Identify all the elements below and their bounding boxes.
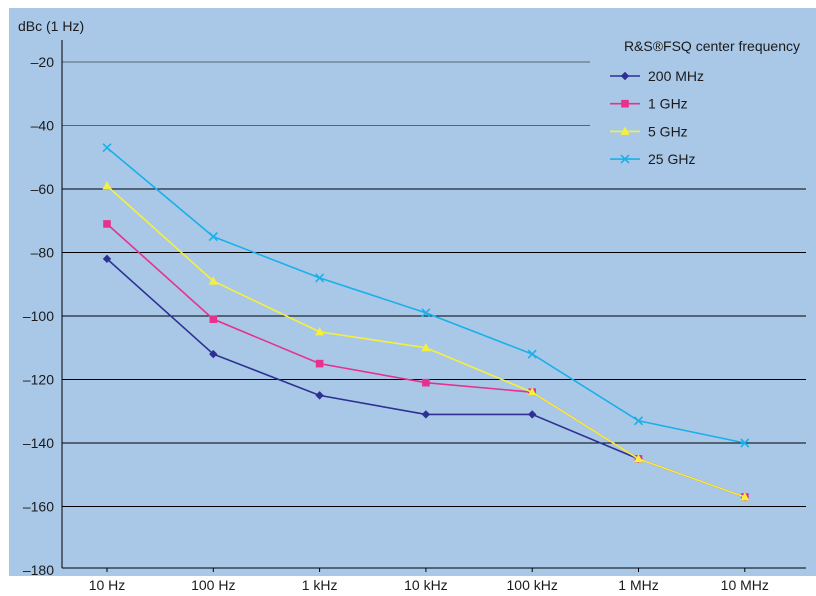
y-tick-label: –40: [31, 118, 55, 134]
data-point-5-ghz: [634, 454, 643, 463]
x-marker-stroke: [740, 438, 750, 448]
legend-label: 200 MHz: [648, 68, 704, 84]
y-tick-label: –140: [23, 435, 54, 451]
data-point-5-ghz: [208, 276, 218, 285]
legend-marker: [620, 71, 630, 81]
legend-title: R&S®FSQ center frequency: [624, 38, 800, 54]
data-point-5-ghz: [527, 387, 537, 396]
data-point-5-ghz: [315, 327, 325, 336]
data-point-25-ghz: [421, 308, 431, 318]
x-marker-stroke: [208, 232, 218, 242]
x-marker-stroke: [421, 308, 431, 318]
data-point-25-ghz: [527, 349, 537, 359]
data-point-200-mhz: [528, 410, 537, 419]
data-point-1-ghz: [422, 378, 430, 387]
y-tick-label: –160: [23, 499, 54, 515]
data-point-200-mhz: [209, 349, 218, 359]
data-point-1-ghz: [209, 315, 218, 323]
legend-item-200-mhz: 200 MHz: [610, 68, 704, 84]
x-tick-label: 1 kHz: [302, 577, 338, 593]
legend-label: 25 GHz: [648, 151, 695, 167]
data-point-200-mhz: [421, 410, 431, 419]
legend-item-1-ghz: 1 GHz: [610, 96, 688, 112]
y-axis-label: dBc (1 Hz): [18, 18, 84, 34]
data-point-200-mhz: [315, 391, 324, 400]
data-point-5-ghz: [421, 342, 431, 352]
legend-item-5-ghz: 5 GHz: [610, 123, 688, 139]
axes: –20 –40 –60 –80 –100 –120 –140 –160 –180 10 Hz 100…: [23, 40, 806, 593]
data-point-25-ghz: [633, 416, 644, 426]
data-point-25-ghz: [740, 438, 750, 448]
y-tick-label: –120: [23, 372, 54, 388]
data-point-25-ghz: [315, 273, 325, 283]
data-point-25-ghz: [208, 232, 218, 242]
series-25-ghz: [102, 143, 750, 448]
data-point-5-ghz: [102, 181, 112, 190]
legend-marker: [620, 154, 630, 164]
x-marker-stroke: [527, 349, 537, 359]
data-point-25-ghz: [102, 143, 112, 153]
y-tick-label: –100: [23, 308, 54, 324]
legend: R&S®FSQ center frequency 200 MHz 1 GHz 5 G…: [610, 38, 800, 167]
data-point-5-ghz: [740, 492, 750, 501]
plot-background: [9, 8, 816, 576]
data-point-1-ghz: [315, 359, 324, 368]
legend-item-25-ghz: 25 GHz: [610, 151, 695, 167]
legend-label: 1 GHz: [648, 96, 688, 112]
data-point-1-ghz: [103, 220, 111, 228]
y-tick-label: –60: [31, 181, 55, 197]
data-point-200-mhz: [102, 254, 112, 264]
x-tick-label: 10 Hz: [89, 577, 126, 593]
x-marker-stroke: [620, 154, 630, 164]
series-lines: [102, 143, 750, 502]
x-marker-stroke: [315, 273, 325, 283]
legend-marker: [620, 126, 630, 135]
x-marker-stroke: [102, 143, 112, 153]
series-5-ghz: [102, 181, 750, 501]
x-tick-label: 1 MHz: [618, 577, 658, 593]
legend-marker: [621, 99, 629, 108]
x-tick-label: 100 kHz: [507, 577, 558, 593]
y-tick-label: –180: [23, 562, 54, 578]
x-marker-stroke: [633, 416, 644, 426]
x-tick-label: 10 kHz: [404, 577, 448, 593]
x-tick-label: 10 MHz: [721, 577, 769, 593]
y-tick-label: –80: [31, 245, 55, 261]
x-tick-label: 100 Hz: [191, 577, 235, 593]
legend-label: 5 GHz: [648, 123, 688, 139]
y-tick-label: –20: [31, 54, 55, 70]
